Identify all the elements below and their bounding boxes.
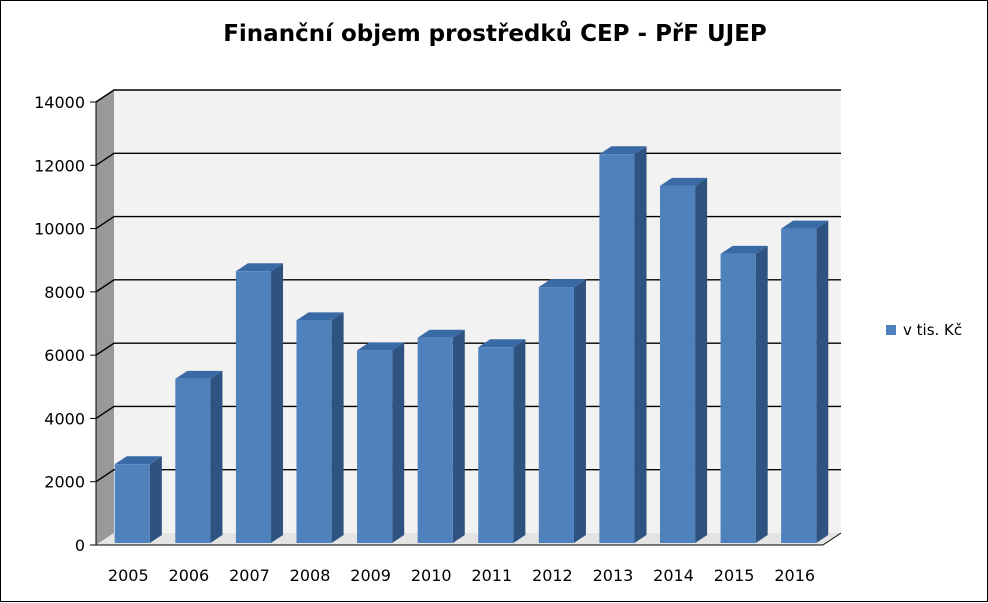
bar-front [417, 337, 453, 543]
y-tick-label: 2000 [44, 473, 85, 492]
bar-front [538, 287, 574, 543]
bar-top [114, 456, 162, 465]
bar-front [478, 347, 514, 543]
bar [781, 220, 829, 544]
gridline [95, 469, 841, 483]
gridline [95, 405, 841, 420]
bar-side [392, 342, 405, 543]
bar [659, 177, 708, 543]
y-tick-labels: 0 2000 4000 6000 8000 10000 12000 14000 [34, 93, 85, 555]
y-tick-label: 14000 [34, 93, 85, 112]
bar-side [452, 329, 465, 543]
x-tick-label: 2015 [714, 566, 755, 585]
x-tick-label: 2012 [532, 566, 573, 585]
bar [175, 370, 223, 543]
bar-top [417, 329, 465, 338]
y-tick-label: 8000 [44, 283, 85, 302]
bar-front [720, 253, 756, 543]
bar-front [357, 350, 393, 543]
gridline [95, 152, 841, 166]
gridline [95, 279, 841, 293]
bar-top [357, 342, 405, 351]
x-tick-label: 2009 [350, 566, 391, 585]
bar-top [538, 279, 586, 288]
y-tick-label: 12000 [34, 156, 85, 175]
bar-top [599, 146, 647, 155]
x-tick-label: 2013 [593, 566, 634, 585]
bar [599, 146, 647, 544]
y-tick-label: 10000 [34, 220, 85, 239]
legend: v tis. Kč [886, 321, 962, 339]
bar-top [478, 339, 526, 348]
bar-top [175, 370, 223, 379]
plot-side-wall [96, 90, 114, 545]
bar [235, 263, 284, 543]
x-tick-label: 2014 [653, 566, 694, 585]
x-tick-label: 2008 [290, 566, 331, 585]
bar-top [235, 263, 284, 272]
bar-front [599, 154, 635, 544]
bar-side [755, 245, 768, 543]
bar-top [296, 312, 344, 321]
bar-front [781, 228, 817, 544]
bar [357, 342, 405, 543]
x-tick-labels: 2005 2006 2007 2008 2009 2010 2011 2012 2013 2014… [108, 566, 815, 585]
x-axis-depth-line [822, 532, 842, 546]
y-tick-label: 4000 [44, 409, 85, 428]
axes [90, 101, 842, 546]
bar-side [573, 279, 586, 543]
y-tick-label: 6000 [44, 346, 85, 365]
bar-top [659, 177, 708, 186]
bar-top [720, 245, 768, 254]
bar-side [149, 456, 162, 543]
bar [478, 339, 526, 543]
bar [296, 312, 344, 543]
plot-back-wall [114, 90, 841, 533]
bar-side [271, 263, 284, 543]
bar [538, 279, 586, 543]
legend-label: v tis. Kč [903, 321, 963, 339]
bar-front [235, 271, 272, 543]
bar-side [634, 146, 647, 544]
plot-floor [96, 533, 841, 545]
bar-front [296, 320, 332, 543]
bar [720, 245, 768, 543]
bar-side [331, 312, 344, 543]
gridline [95, 215, 841, 230]
x-tick-label: 2016 [774, 566, 815, 585]
gridline [95, 342, 841, 356]
bar-side [210, 370, 223, 543]
gridline [95, 89, 841, 103]
bar-front [114, 464, 150, 543]
bar-side [695, 177, 708, 543]
x-tick-label: 2005 [108, 566, 149, 585]
bar [417, 329, 465, 543]
bar [114, 456, 162, 543]
bar-top [781, 220, 829, 229]
x-tick-label: 2006 [169, 566, 210, 585]
bar-side [816, 220, 829, 544]
bar-front [175, 378, 211, 543]
chart-title: Finanční objem prostředků CEP - PřF UJEP [223, 21, 767, 47]
y-tick-label: 0 [75, 536, 85, 555]
gridlines [95, 89, 841, 483]
x-tick-label: 2011 [471, 566, 512, 585]
bar-side [513, 339, 526, 543]
x-tick-label: 2010 [411, 566, 452, 585]
bar-front [659, 185, 696, 543]
legend-swatch [886, 325, 896, 335]
bars [114, 146, 829, 544]
x-tick-label: 2007 [229, 566, 270, 585]
